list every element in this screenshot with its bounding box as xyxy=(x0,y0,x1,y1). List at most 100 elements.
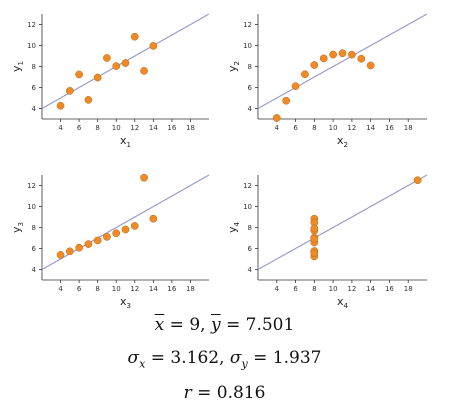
y-tick-label: 12 xyxy=(27,21,36,29)
x-tick-label: 18 xyxy=(186,124,195,132)
x-tick-label: 18 xyxy=(404,124,413,132)
x-tick-label: 8 xyxy=(95,124,99,132)
x-axis-label-subscript: 1 xyxy=(127,141,131,149)
x-tick-label: 8 xyxy=(312,124,316,132)
y-axis-label-subscript: 3 xyxy=(17,222,25,226)
x-tick-label: 14 xyxy=(366,285,375,293)
y-tick-label: 4 xyxy=(32,266,37,274)
x-axis-label: x3 xyxy=(120,295,131,310)
sigma-x-subscript: x xyxy=(139,357,146,371)
data-point xyxy=(130,32,139,41)
data-point xyxy=(366,61,375,70)
y-tick-label: 4 xyxy=(248,266,253,274)
regression-line xyxy=(257,174,428,271)
x-tick-label: 4 xyxy=(58,285,63,293)
data-point xyxy=(272,114,281,122)
r-equation: r = 0.816 xyxy=(183,383,266,403)
data-point xyxy=(84,240,93,248)
x-axis-label-subscript: 4 xyxy=(344,302,349,310)
regression-line xyxy=(257,13,428,110)
data-point xyxy=(329,50,337,59)
data-point xyxy=(140,67,148,75)
y-tick-label: 4 xyxy=(32,105,37,113)
data-point xyxy=(121,225,130,234)
x-tick-label: 14 xyxy=(366,124,375,132)
data-point xyxy=(338,49,347,58)
data-point xyxy=(121,59,130,67)
y-tick-label: 10 xyxy=(27,203,36,211)
xbar-symbol: x xyxy=(154,315,165,335)
x-tick-label: 16 xyxy=(385,124,394,132)
data-point xyxy=(149,214,158,223)
scatter-panel-1: 4 6 8 10 12 4 6 8 10 12 14 16 18 x1 y1 xyxy=(10,13,210,149)
data-point xyxy=(130,222,139,230)
x-tick-label: 4 xyxy=(275,124,280,132)
y-axis-label: y3 xyxy=(10,222,25,233)
y-tick-label: 12 xyxy=(243,21,252,29)
data-point xyxy=(149,42,158,50)
y-tick-label: 12 xyxy=(27,182,36,190)
data-point xyxy=(93,236,102,245)
data-point xyxy=(103,232,111,241)
sigma-x-symbol: σ xyxy=(127,348,140,368)
x-tick-label: 10 xyxy=(112,285,121,293)
scatter-panel-3: 4 6 8 10 12 4 6 8 10 12 14 16 18 x3 y3 xyxy=(10,173,210,310)
data-point xyxy=(413,176,422,185)
y-tick-label: 8 xyxy=(32,224,36,232)
data-point xyxy=(56,251,65,259)
sigma-y-value: 1.937 xyxy=(272,348,322,368)
y-tick-label: 10 xyxy=(243,42,252,50)
x-tick-label: 16 xyxy=(167,285,176,293)
x-axis-label: x4 xyxy=(337,295,349,310)
sigma-x-value: 3.162 xyxy=(170,348,220,368)
sigma-equation: σx = 3.162, σy = 1.937 xyxy=(127,348,322,371)
data-point xyxy=(310,224,319,233)
x-tick-label: 8 xyxy=(312,285,316,293)
sigma-y-symbol: σ xyxy=(229,348,242,368)
x-tick-label: 4 xyxy=(58,124,63,132)
data-point xyxy=(65,87,74,95)
xbar-value: 9 xyxy=(189,315,201,335)
y-tick-label: 8 xyxy=(32,63,36,71)
data-point xyxy=(319,54,328,63)
data-point xyxy=(112,62,121,70)
x-tick-label: 6 xyxy=(293,124,298,132)
sigma-y-subscript: y xyxy=(241,357,248,371)
data-point xyxy=(112,229,121,238)
data-point xyxy=(84,96,93,104)
x-tick-label: 12 xyxy=(347,285,356,293)
ybar-value: 7.501 xyxy=(245,315,295,335)
x-tick-label: 16 xyxy=(167,124,176,132)
scatter-panel-4: 4 6 8 10 12 4 6 8 10 12 14 16 18 x4 y4 xyxy=(226,174,428,310)
data-point xyxy=(291,82,300,90)
r-symbol: r xyxy=(183,383,192,403)
x-tick-label: 14 xyxy=(149,124,158,132)
x-tick-label: 6 xyxy=(293,285,298,293)
data-point xyxy=(310,235,319,244)
x-tick-label: 18 xyxy=(186,285,195,293)
x-tick-label: 4 xyxy=(275,285,280,293)
y-axis-label-subscript: 1 xyxy=(17,61,25,65)
x-tick-label: 6 xyxy=(77,285,82,293)
x-tick-label: 14 xyxy=(149,285,158,293)
y-tick-label: 10 xyxy=(243,203,252,211)
data-point xyxy=(56,101,65,110)
data-point xyxy=(348,50,356,59)
x-tick-label: 16 xyxy=(385,285,394,293)
x-tick-label: 18 xyxy=(404,285,413,293)
x-tick-label: 6 xyxy=(77,124,82,132)
y-tick-label: 6 xyxy=(32,84,37,92)
r-value: 0.816 xyxy=(216,383,266,403)
y-tick-label: 10 xyxy=(27,42,36,50)
y-tick-label: 6 xyxy=(32,245,37,253)
x-tick-label: 8 xyxy=(95,285,99,293)
data-point xyxy=(310,249,319,257)
data-point xyxy=(65,247,74,256)
data-point xyxy=(75,70,83,79)
x-tick-label: 12 xyxy=(130,285,139,293)
y-axis-label-subscript: 2 xyxy=(233,61,241,65)
y-tick-label: 4 xyxy=(248,105,253,113)
y-axis-label: y1 xyxy=(10,61,25,72)
data-point xyxy=(140,173,148,182)
